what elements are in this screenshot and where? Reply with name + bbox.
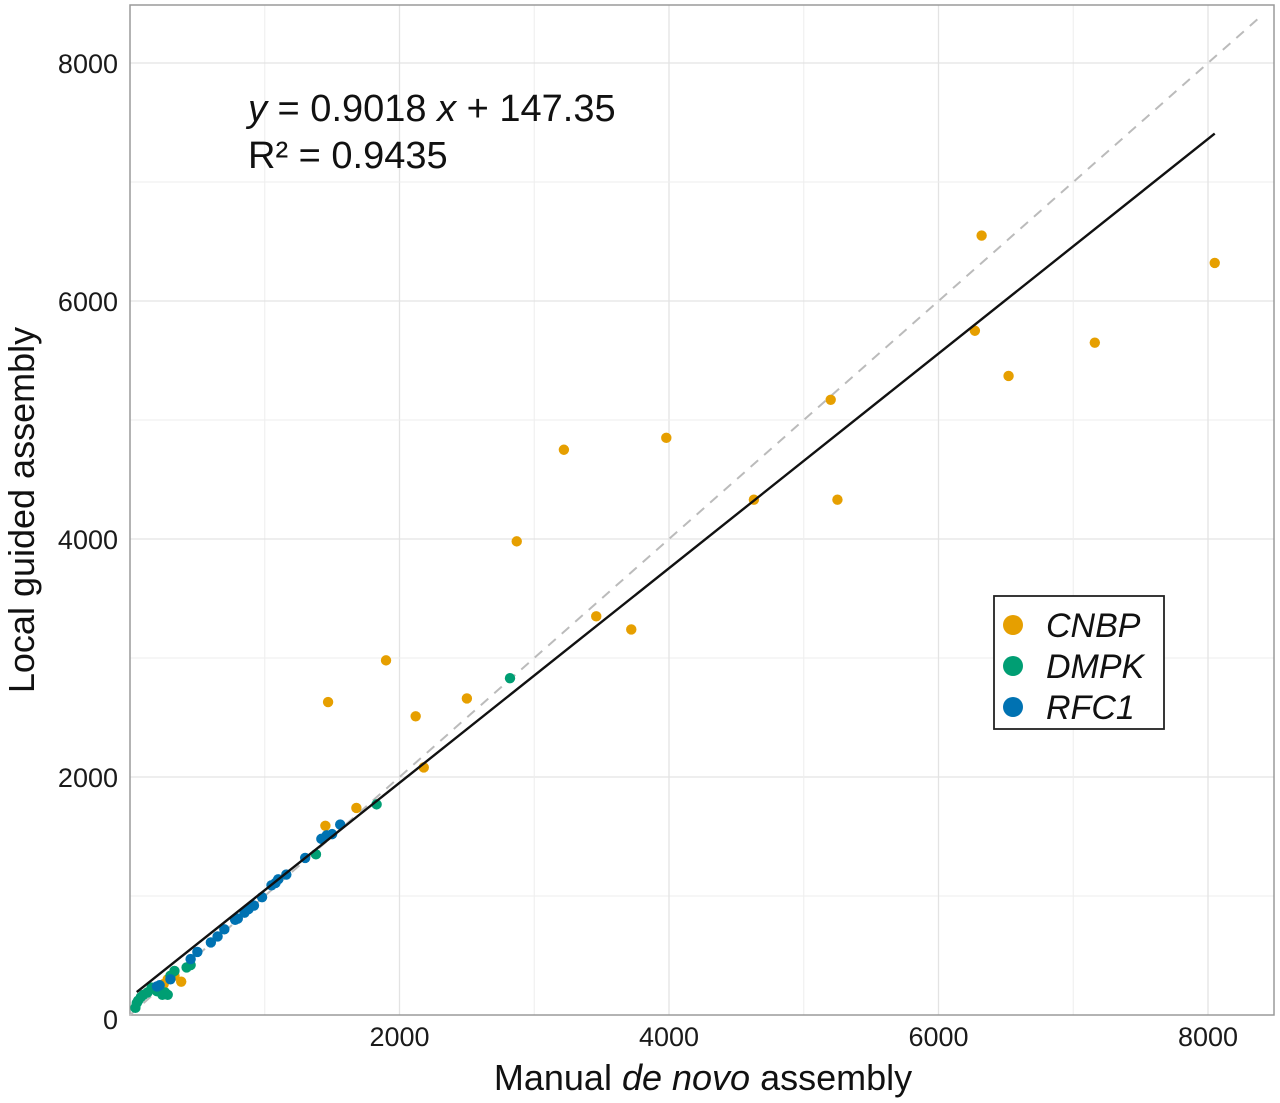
point-cnbp [1089, 337, 1101, 348]
tick-labels: 2000 4000 6000 8000 2000 4000 6000 8000 0 [58, 49, 1238, 1052]
legend-item-dmpk: DMPK [1003, 648, 1146, 686]
x-axis-title-pre: Manual [494, 1057, 622, 1098]
point-cnbp [1003, 370, 1014, 382]
point-rfc1 [239, 907, 250, 918]
origin-tick-label: 0 [103, 1005, 118, 1035]
x-axis-title-post: assembly [750, 1057, 912, 1098]
legend-label: RFC1 [1046, 689, 1135, 727]
point-cnbp [322, 696, 334, 708]
r-squared: R² = 0.9435 [248, 135, 448, 177]
legend-item-cnbp: CNBP [1003, 607, 1141, 645]
y-tick-label: 8000 [58, 49, 118, 79]
point-dmpk [181, 962, 192, 973]
data-points [130, 230, 1220, 1014]
legend-label: DMPK [1046, 648, 1146, 686]
equation-tail: + 147.35 [456, 88, 616, 130]
point-rfc1 [151, 981, 163, 992]
point-cnbp [380, 655, 392, 666]
point-cnbp [626, 624, 637, 635]
point-cnbp [976, 230, 987, 241]
point-rfc1 [185, 953, 196, 965]
point-dmpk [504, 673, 516, 684]
point-cnbp [591, 611, 602, 622]
x-axis-title: Manual de novo assembly [494, 1057, 912, 1098]
x-tick-label: 6000 [908, 1022, 968, 1052]
point-dmpk [130, 1002, 141, 1014]
series-rfc1 [151, 819, 346, 992]
legend-swatch [1003, 656, 1023, 676]
point-cnbp [176, 976, 187, 987]
legend-swatch [1003, 615, 1023, 635]
point-rfc1 [205, 937, 217, 948]
legend-swatch [1003, 697, 1023, 717]
point-rfc1 [165, 974, 176, 985]
x-tick-label: 8000 [1178, 1022, 1238, 1052]
point-cnbp [511, 536, 522, 547]
equation-middle: = 0.9018 [267, 88, 437, 130]
point-cnbp [1209, 257, 1220, 269]
regression-equation: y = 0.9018 x + 147.35 [245, 88, 616, 130]
point-rfc1 [212, 931, 223, 942]
legend-item-rfc1: RFC1 [1003, 689, 1135, 727]
point-cnbp [661, 432, 672, 444]
y-tick-label: 4000 [58, 525, 118, 555]
equation-x-var: x [435, 88, 458, 130]
point-cnbp [410, 711, 421, 722]
x-axis-title-italic: de novo [622, 1057, 750, 1098]
x-tick-label: 2000 [369, 1022, 429, 1052]
equation-y-var: y [245, 88, 269, 130]
plot-frame [129, 4, 1275, 1016]
grid [130, 5, 1274, 1015]
point-cnbp [461, 693, 473, 704]
point-cnbp [832, 494, 843, 505]
regression-line [135, 132, 1216, 994]
y-tick-label: 2000 [58, 763, 118, 793]
y-axis-title: Local guided assembly [1, 327, 42, 693]
point-rfc1 [219, 924, 230, 935]
point-rfc1 [192, 946, 203, 958]
legend-label: CNBP [1046, 607, 1141, 645]
point-cnbp [320, 820, 331, 831]
point-cnbp [558, 444, 570, 455]
point-cnbp [825, 394, 836, 405]
x-tick-label: 4000 [639, 1022, 699, 1052]
y-tick-label: 6000 [58, 287, 118, 317]
point-cnbp [351, 802, 362, 814]
